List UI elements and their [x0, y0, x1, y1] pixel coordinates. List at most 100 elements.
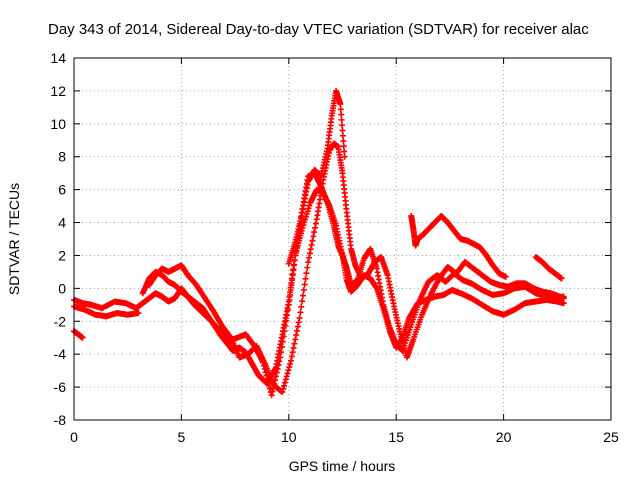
data-point-marker — [502, 273, 509, 280]
y-tick-label: -2 — [54, 313, 67, 329]
data-point-marker — [339, 122, 346, 129]
series-track-7 — [285, 87, 348, 267]
data-point-marker — [340, 143, 347, 150]
data-point-marker — [281, 328, 288, 335]
y-tick-label: -8 — [54, 412, 67, 428]
data-point-marker — [290, 344, 297, 351]
data-point-marker — [278, 349, 285, 356]
axis-ticks: 0 5 10 15 20 25 -8 -6 -4 -2 0 2 4 6 8 10 12 14 — [50, 50, 619, 445]
data-point-marker — [283, 373, 290, 380]
data-point-marker — [268, 392, 275, 399]
data-point-marker — [289, 349, 296, 356]
y-tick-label: 8 — [58, 149, 66, 165]
x-tick-label: 25 — [603, 429, 619, 445]
data-point-marker — [292, 336, 299, 343]
y-tick-label: 4 — [58, 215, 66, 231]
data-point-marker — [288, 353, 295, 360]
data-point-marker — [341, 153, 348, 160]
data-point-marker — [283, 317, 290, 324]
data-point-marker — [287, 360, 294, 367]
data-point-marker — [337, 106, 344, 113]
data-point-marker — [275, 362, 282, 369]
data-point-marker — [273, 369, 280, 376]
series-track-6 — [146, 140, 567, 396]
data-point-marker — [297, 309, 304, 316]
data-point-marker — [295, 319, 302, 326]
x-tick-label: 0 — [70, 429, 78, 445]
data-point-marker — [276, 358, 283, 365]
data-point-marker — [284, 370, 291, 377]
x-axis-label: GPS time / hours — [289, 458, 396, 474]
data-point-marker — [299, 292, 306, 299]
data-point-marker — [338, 116, 345, 123]
data-point-marker — [337, 101, 344, 108]
data-point-marker — [306, 250, 313, 257]
data-point-marker — [282, 376, 289, 383]
data-point-marker — [265, 379, 272, 386]
data-point-marker — [311, 229, 318, 236]
data-point-marker — [303, 270, 310, 277]
data-point-marker — [309, 237, 316, 244]
series-track-9 — [532, 254, 565, 282]
data-point-marker — [304, 264, 311, 271]
data-point-marker — [312, 224, 319, 231]
data-point-marker — [340, 137, 347, 144]
series-track-8 — [408, 212, 509, 280]
data-point-marker — [338, 111, 345, 118]
data-point-marker — [278, 343, 285, 350]
data-point-marker — [296, 314, 303, 321]
data-point-marker — [305, 254, 312, 261]
data-point-marker — [293, 327, 300, 334]
x-tick-label: 5 — [178, 429, 186, 445]
data-point-marker — [287, 357, 294, 364]
y-tick-label: 2 — [58, 247, 66, 263]
data-point-marker — [272, 373, 279, 380]
plot-frame — [73, 57, 612, 421]
x-tick-label: 20 — [496, 429, 512, 445]
series-track-1 — [71, 296, 140, 312]
data-point-marker — [79, 334, 86, 341]
data-point-marker — [307, 246, 314, 253]
data-point-marker — [560, 295, 567, 302]
data-point-marker — [280, 333, 287, 340]
data-point-marker — [339, 132, 346, 139]
data-point-marker — [226, 333, 233, 340]
data-point-marker — [291, 340, 298, 347]
y-tick-label: 14 — [50, 50, 66, 66]
series-track-3 — [71, 328, 86, 341]
y-tick-label: 6 — [58, 182, 66, 198]
data-point-marker — [279, 338, 286, 345]
data-point-marker — [135, 310, 142, 317]
data-point-marker — [298, 303, 305, 310]
y-tick-label: -4 — [54, 346, 67, 362]
y-tick-label: 0 — [58, 280, 66, 296]
data-point-marker — [339, 127, 346, 134]
data-point-marker — [277, 354, 284, 361]
data-point-marker — [279, 389, 286, 396]
data-point-marker — [308, 241, 315, 248]
data-point-marker — [285, 367, 292, 374]
y-tick-label: 12 — [50, 83, 66, 99]
x-tick-label: 10 — [281, 429, 297, 445]
data-point-marker — [274, 365, 281, 372]
data-point-marker — [281, 379, 288, 386]
data-point-marker — [558, 275, 565, 282]
y-tick-label: 10 — [50, 116, 66, 132]
y-tick-label: -6 — [54, 379, 67, 395]
series-track-2 — [71, 303, 142, 320]
chart-title: Day 343 of 2014, Sidereal Day-to-day VTE… — [48, 21, 589, 38]
data-series — [71, 87, 567, 399]
data-point-marker — [293, 332, 300, 339]
data-point-marker — [281, 382, 288, 389]
data-point-marker — [312, 220, 319, 227]
data-point-marker — [282, 322, 289, 329]
data-point-marker — [299, 298, 306, 305]
data-point-marker — [300, 287, 307, 294]
data-point-marker — [284, 312, 291, 319]
data-point-marker — [302, 275, 309, 282]
data-point-marker — [310, 233, 317, 240]
data-point-marker — [294, 323, 301, 330]
y-axis-label: SDTVAR / TECUs — [6, 183, 22, 295]
